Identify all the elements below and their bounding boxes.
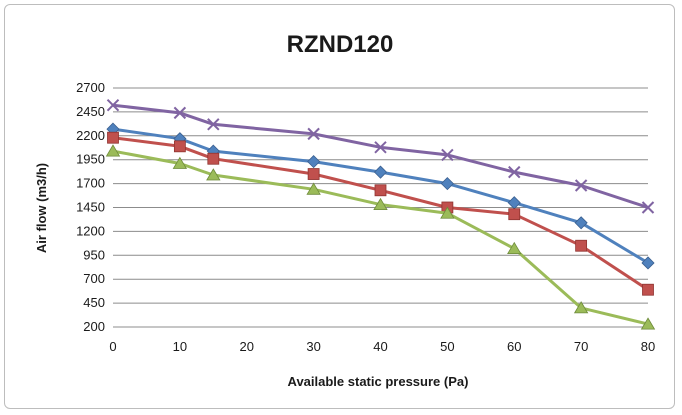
data-point-1: [507, 196, 521, 210]
data-point-3: [640, 317, 656, 330]
gridlines: [113, 87, 648, 328]
data-point-1: [440, 177, 454, 191]
data-point-4: [641, 201, 655, 214]
y-tick-label: 200: [83, 319, 105, 334]
x-tick-label: 70: [574, 339, 588, 354]
y-tick-label: 1200: [76, 223, 105, 238]
data-point-4: [508, 165, 521, 179]
x-axis-label: Available static pressure (Pa): [288, 374, 469, 389]
data-point-3: [373, 197, 388, 211]
data-point-3: [206, 168, 221, 181]
data-point-1: [373, 165, 388, 179]
x-tick-label: 40: [373, 339, 387, 354]
y-tick-label: 450: [83, 295, 105, 310]
data-point-3: [440, 206, 455, 219]
y-tick-label: 2200: [76, 128, 105, 143]
series-group: [105, 99, 656, 330]
data-point-1: [307, 155, 321, 169]
data-point-4: [307, 127, 320, 141]
data-point-3: [172, 156, 188, 169]
data-point-2: [575, 239, 588, 252]
data-point-4: [207, 118, 220, 131]
x-tick-label: 80: [641, 339, 655, 354]
x-tick-label: 10: [173, 339, 187, 354]
chart-frame: [4, 4, 675, 409]
y-tick-label: 700: [83, 271, 105, 286]
chart-title: RZND120: [287, 31, 394, 58]
data-point-3: [306, 182, 321, 195]
y-tick-label: 1700: [76, 176, 105, 191]
data-point-3: [105, 144, 121, 157]
data-point-2: [207, 152, 220, 165]
data-point-2: [374, 184, 387, 197]
x-tick-label: 0: [109, 339, 116, 354]
data-point-3: [573, 301, 589, 314]
data-point-4: [173, 106, 187, 120]
data-point-3: [507, 241, 522, 255]
series-line-2: [112, 136, 649, 291]
x-tick-label: 50: [440, 339, 454, 354]
data-point-2: [642, 283, 654, 296]
x-tick-label: 30: [306, 339, 320, 354]
y-tick-label: 1950: [76, 152, 105, 167]
y-axis-label: Air flow (m3/h): [34, 163, 49, 253]
data-point-2: [107, 131, 119, 144]
data-point-4: [441, 148, 454, 162]
y-tick-label: 950: [83, 247, 105, 262]
y-tick-label: 2450: [76, 104, 105, 119]
x-axis-ticks: 0 10 20 30 40 50 60 70 80: [109, 339, 655, 354]
data-point-4: [574, 179, 588, 192]
data-point-2: [307, 168, 320, 180]
data-point-2: [508, 208, 521, 221]
y-tick-label: 1450: [76, 200, 105, 215]
data-point-1: [574, 216, 588, 230]
x-tick-label: 20: [240, 339, 254, 354]
y-axis-ticks: 200 450 700 950 1200 1450 1700 1950 2200 2450 2700: [76, 80, 105, 334]
x-tick-label: 60: [507, 339, 521, 354]
data-point-4: [106, 99, 120, 112]
data-point-4: [374, 141, 387, 154]
data-point-2: [173, 140, 186, 153]
data-point-1: [641, 256, 655, 270]
y-tick-label: 2700: [76, 80, 105, 95]
